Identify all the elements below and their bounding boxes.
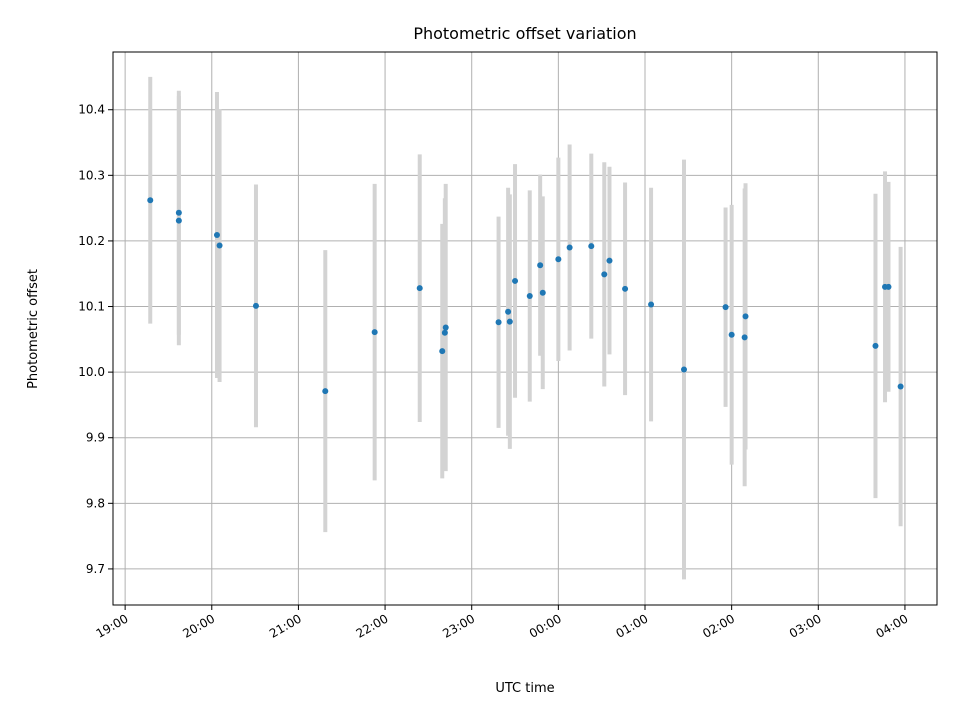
data-point [606,257,613,264]
data-point [252,302,259,309]
data-point [539,289,546,296]
data-point [648,301,655,308]
data-point [175,217,182,224]
data-point [566,244,573,251]
data-point [512,277,519,284]
data-point [322,388,329,395]
data-point [728,331,735,338]
data-point [897,383,904,390]
y-tick-label: 10.0 [78,365,105,379]
data-point [439,348,446,355]
data-point [601,271,608,278]
y-tick-label: 9.8 [86,496,105,510]
data-point [441,329,448,336]
data-point [872,342,879,349]
data-point [147,197,154,204]
data-point [442,324,449,331]
grid-lines [113,52,937,605]
plot-frame [112,51,938,606]
data-point [505,308,512,315]
y-tick-label: 9.7 [86,562,105,576]
tick-marks [108,109,906,610]
data-point [216,242,223,249]
data-point [416,285,423,292]
data-point [622,285,629,292]
chart-title: Photometric offset variation [413,24,636,43]
y-axis-label: Photometric offset [26,269,41,389]
data-point [495,319,502,326]
y-tick-label: 9.9 [86,431,105,445]
data-point [371,329,378,336]
data-point [722,304,729,311]
data-point [506,318,513,325]
data-point [680,366,687,373]
y-tick-label: 10.4 [78,103,105,117]
data-point [537,262,544,269]
data-points [147,197,904,395]
data-point [175,209,182,216]
y-tick-labels: 9.7 9.8 9.9 10.0 10.1 10.2 10.3 10.4 [78,103,105,576]
data-point [555,256,562,263]
data-point [885,283,892,290]
data-point [526,293,533,300]
y-tick-label: 10.1 [78,300,105,314]
x-axis-label: UTC time [495,681,554,696]
y-tick-label: 10.3 [78,168,105,182]
data-point [588,243,595,250]
data-point [741,334,748,341]
data-point [213,232,220,239]
data-point [742,313,749,320]
y-tick-label: 10.2 [78,234,105,248]
